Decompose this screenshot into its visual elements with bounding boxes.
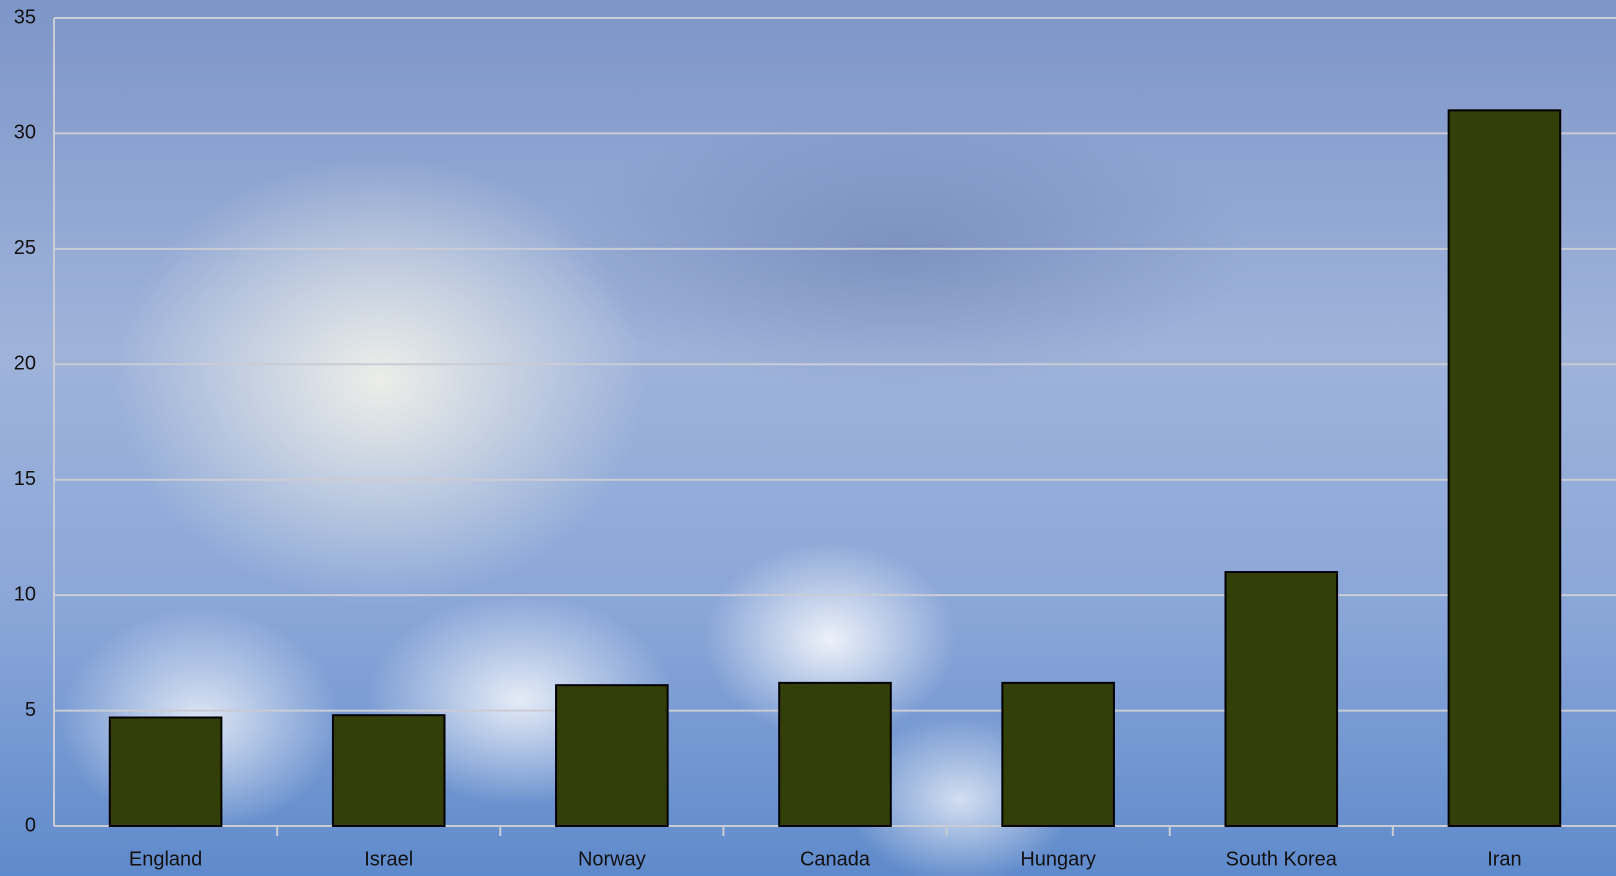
- bar: [1447, 109, 1562, 828]
- x-tick-label: Norway: [578, 848, 646, 870]
- x-tick-label: South Korea: [1226, 848, 1338, 870]
- bar: [1001, 681, 1115, 828]
- bar: [108, 716, 223, 827]
- x-tick-label: Iran: [1487, 848, 1521, 870]
- bar: [1224, 571, 1339, 827]
- y-tick-label: 15: [14, 468, 36, 490]
- y-tick-label: 5: [25, 699, 36, 721]
- y-tick-label: 25: [14, 237, 36, 259]
- y-tick-label: 35: [14, 6, 36, 28]
- x-tick-label: Hungary: [1020, 848, 1096, 870]
- bar: [555, 684, 669, 827]
- y-tick-label: 20: [14, 353, 36, 375]
- x-tick-label: Israel: [364, 848, 413, 870]
- bar: [778, 681, 892, 828]
- x-tick-label: Canada: [800, 848, 871, 870]
- y-tick-label: 10: [14, 583, 36, 605]
- x-tick-label: England: [129, 848, 202, 870]
- y-tick-label: 30: [14, 122, 36, 144]
- bar: [331, 714, 446, 828]
- y-tick-label: 0: [25, 814, 36, 836]
